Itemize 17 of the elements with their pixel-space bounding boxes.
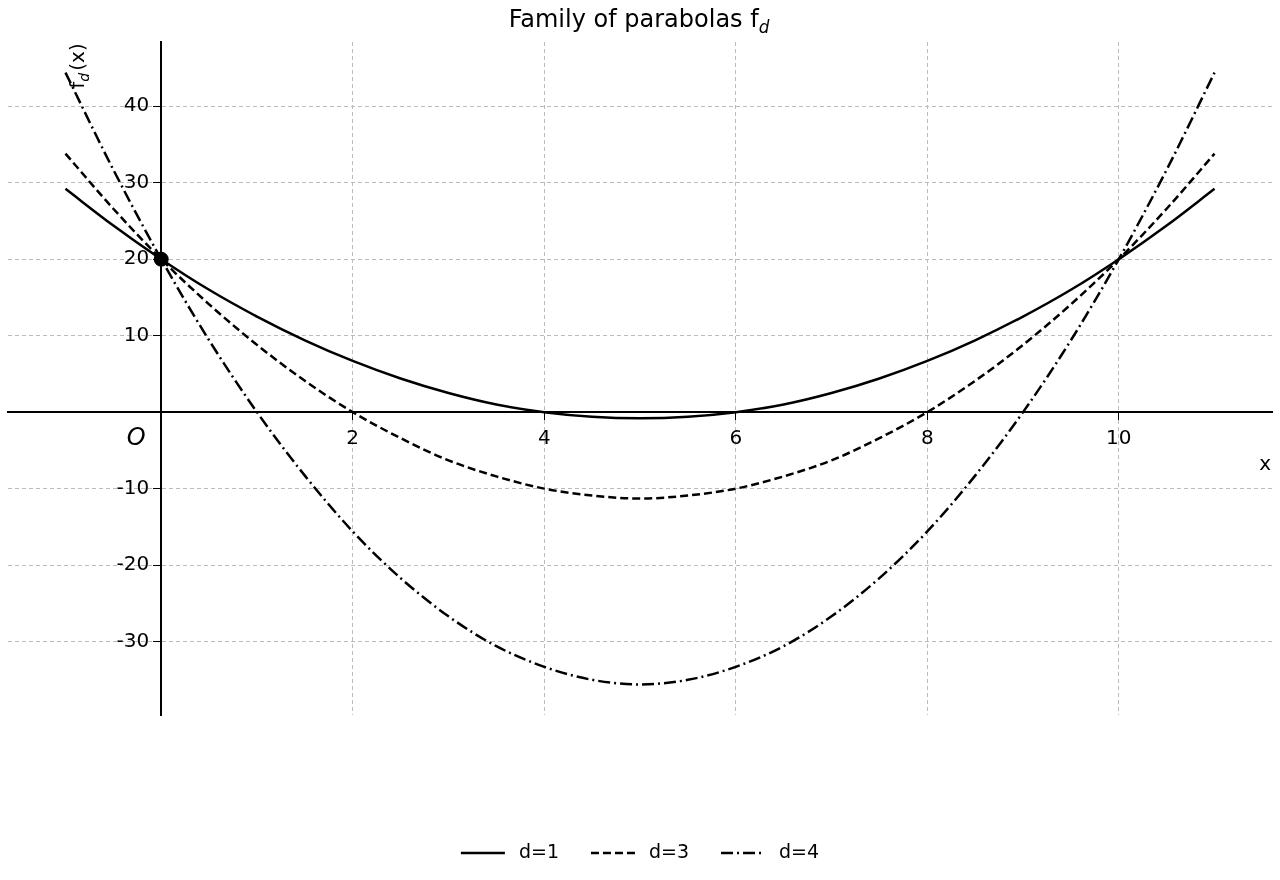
x-tick-label: 6: [729, 425, 743, 450]
y-tick-label: 10: [123, 321, 150, 346]
legend-label: d=4: [779, 839, 820, 862]
legend-label: d=1: [518, 839, 559, 862]
y-tick-label: 40: [123, 92, 150, 117]
x-tick-label: 8: [920, 425, 934, 450]
annotation: O: [126, 423, 146, 452]
x-tick-label: 4: [537, 425, 551, 450]
y-tick-label: -30: [116, 627, 150, 652]
x-tick-label: 2: [346, 425, 360, 450]
x-tick-label: 10: [1106, 425, 1132, 450]
legend-label: d=3: [648, 839, 690, 862]
x-axis-title: x: [1259, 451, 1272, 476]
y-tick-label: 30: [123, 168, 150, 193]
y-tick-label: -10: [116, 474, 150, 499]
y-tick-label: -20: [116, 551, 150, 576]
y-tick-label: 20: [123, 245, 150, 270]
